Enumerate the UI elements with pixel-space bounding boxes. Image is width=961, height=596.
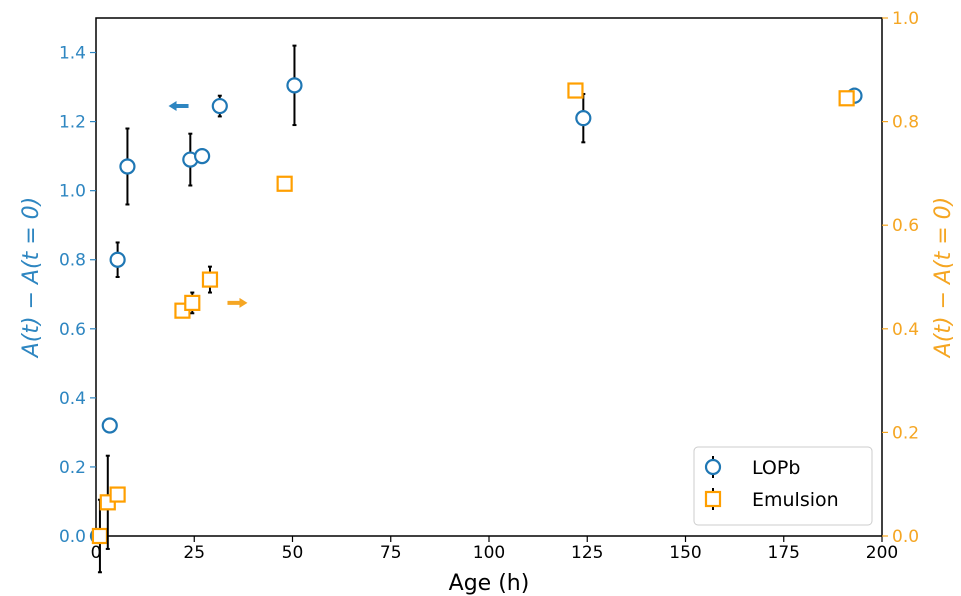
x-tick-label: 100 bbox=[473, 543, 505, 563]
data-point-lopb bbox=[101, 417, 118, 434]
data-point-lopb bbox=[575, 110, 592, 127]
y-right-tick-label: 1.0 bbox=[892, 9, 919, 29]
y-left-tick-label: 0.4 bbox=[59, 389, 86, 409]
data-point-emulsion bbox=[201, 271, 219, 288]
y-right-tick-label: 0.0 bbox=[892, 527, 919, 547]
y-left-tick-label: 1.0 bbox=[59, 182, 86, 202]
data-point-emulsion bbox=[567, 82, 584, 99]
legend-emulsion-marker bbox=[704, 490, 722, 508]
series-emulsion bbox=[91, 82, 855, 574]
axis-indicator-arrow-left bbox=[168, 101, 189, 112]
data-point-emulsion bbox=[109, 486, 126, 503]
legend-lopb-marker bbox=[704, 458, 722, 476]
y-left-tick-label: 0.6 bbox=[59, 320, 86, 340]
x-tick-label: 0 bbox=[91, 543, 102, 563]
x-tick-label: 150 bbox=[669, 543, 701, 563]
legend-item-emulsion: Emulsion bbox=[704, 488, 839, 511]
x-tick-label: 175 bbox=[768, 543, 800, 563]
data-point-lopb bbox=[194, 148, 211, 165]
x-tick-label: 125 bbox=[571, 543, 603, 563]
data-point-lopb bbox=[109, 251, 126, 268]
data-point-lopb bbox=[286, 77, 303, 94]
legend: LOPb Emulsion bbox=[693, 446, 873, 526]
y-right-tick-label: 0.8 bbox=[892, 113, 919, 133]
data-point-lopb bbox=[211, 97, 228, 115]
axis-indicator-arrow-right bbox=[227, 297, 248, 308]
y-right-tick-label: 0.4 bbox=[892, 320, 919, 340]
legend-emulsion-label: Emulsion bbox=[752, 489, 839, 511]
x-tick-label: 75 bbox=[380, 543, 402, 563]
x-tick-label: 25 bbox=[183, 543, 205, 563]
x-tick-label: 200 bbox=[866, 543, 898, 563]
y-left-tick-label: 1.4 bbox=[59, 44, 86, 64]
data-point-emulsion bbox=[184, 294, 201, 311]
y-right-axis-label: A(t) − A(t = 0) bbox=[931, 197, 956, 360]
legend-lopb-label: LOPb bbox=[752, 457, 800, 479]
y-left-tick-label: 1.2 bbox=[59, 113, 86, 133]
x-tick-label: 50 bbox=[282, 543, 304, 563]
data-point-lopb bbox=[119, 158, 136, 175]
data-point-emulsion bbox=[838, 90, 855, 107]
y-left-axis-label: A(t) − A(t = 0) bbox=[19, 197, 44, 360]
y-right-tick-label: 0.6 bbox=[892, 216, 919, 236]
y-left-tick-label: 0.0 bbox=[59, 527, 86, 547]
legend-item-lopb: LOPb bbox=[704, 456, 800, 479]
legend-frame bbox=[693, 446, 873, 526]
data-point-emulsion bbox=[276, 175, 293, 192]
data-layer bbox=[89, 44, 863, 574]
axes-layer: 0 25 50 75 100 125 150 175 2000.00.20.40.60.81.0… bbox=[19, 9, 956, 596]
y-right-tick-label: 0.2 bbox=[892, 423, 919, 443]
y-left-tick-label: 0.8 bbox=[59, 251, 86, 271]
x-axis-label: Age (h) bbox=[449, 571, 530, 596]
data-point-emulsion bbox=[91, 527, 109, 545]
y-left-tick-label: 0.2 bbox=[59, 458, 86, 478]
